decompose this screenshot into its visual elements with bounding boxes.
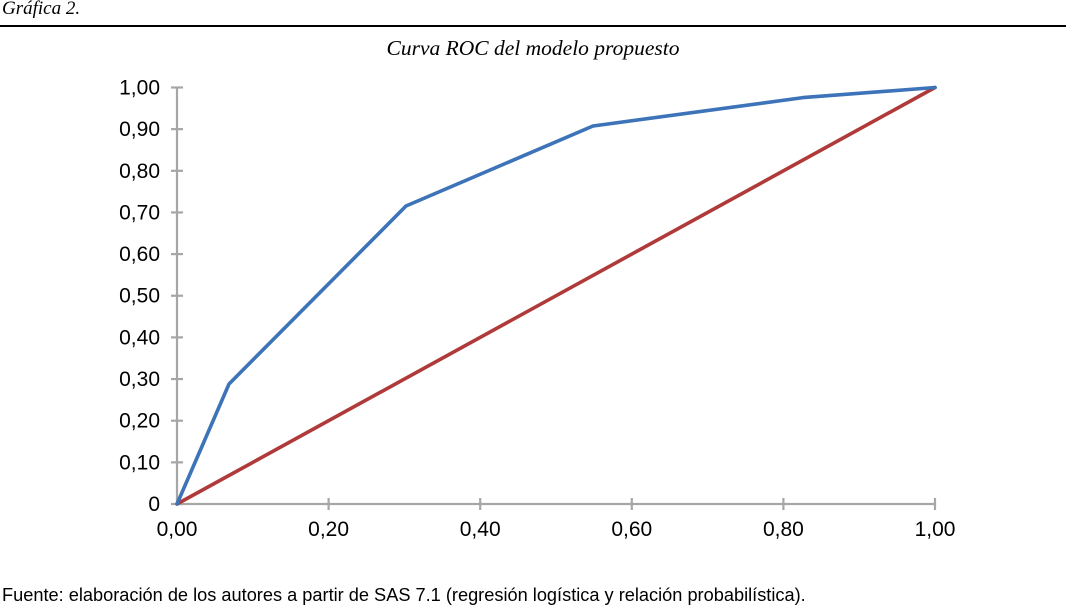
- svg-text:0,80: 0,80: [119, 160, 160, 183]
- svg-text:0,50: 0,50: [119, 285, 160, 308]
- svg-text:0,60: 0,60: [119, 243, 160, 266]
- svg-text:1,00: 1,00: [119, 77, 160, 100]
- svg-text:0: 0: [148, 493, 160, 516]
- svg-text:0,90: 0,90: [119, 118, 160, 141]
- svg-text:0,40: 0,40: [119, 327, 160, 350]
- svg-text:0,80: 0,80: [763, 518, 804, 541]
- svg-text:0,10: 0,10: [119, 452, 160, 475]
- svg-text:0,00: 0,00: [157, 518, 198, 541]
- svg-text:0,70: 0,70: [119, 202, 160, 225]
- svg-text:0,40: 0,40: [460, 518, 501, 541]
- svg-text:0,20: 0,20: [119, 410, 160, 433]
- svg-text:0,60: 0,60: [611, 518, 652, 541]
- svg-text:1,00: 1,00: [915, 518, 956, 541]
- svg-text:0,20: 0,20: [308, 518, 349, 541]
- svg-text:0,30: 0,30: [119, 368, 160, 391]
